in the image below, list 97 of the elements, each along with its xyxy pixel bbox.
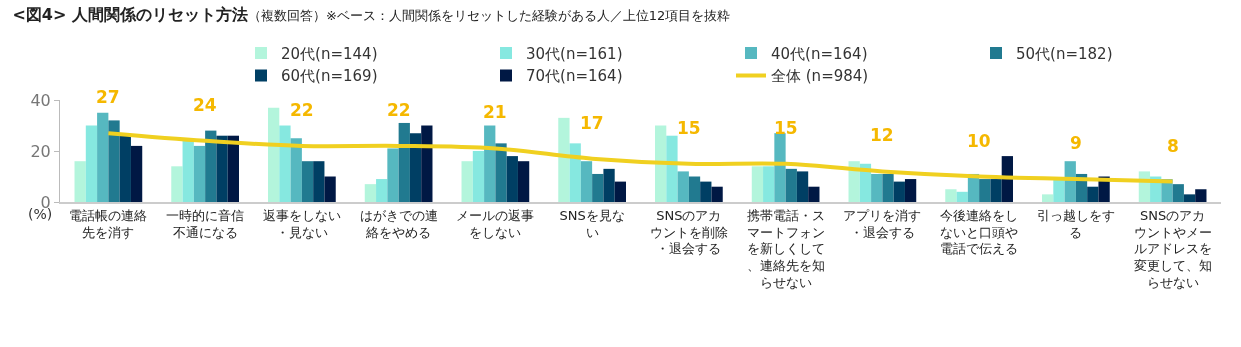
data-label: 15 [677,118,701,138]
data-label: 24 [193,95,217,115]
x-tick-label: 返事をしない・見ない [262,207,341,240]
legend-label: 20代(n=144) [281,44,378,63]
data-label: 22 [387,100,411,120]
legend-label: 40代(n=164) [771,44,868,63]
data-label: 22 [290,100,314,120]
x-tick-label: 引っ越しをする [1036,207,1115,240]
bar [409,133,422,202]
x-tick-label: 携帯電話・スマートフォンを新しくして、連絡先を知らせない [746,207,825,291]
bar [364,184,377,202]
bar [268,107,280,202]
bar [517,161,530,202]
bar [751,166,764,202]
data-label: 9 [1070,133,1082,153]
bar [216,135,228,202]
bar [603,168,615,202]
bar [484,125,496,202]
x-tick-label: メールの返事をしない [456,207,535,240]
bar [558,117,570,202]
x-tick-label: SNSのアカウントを削除・退会する [649,207,728,257]
legend-label: 70代(n=164) [526,67,623,86]
bar [990,179,1002,202]
bar [1053,179,1065,202]
bar [666,135,678,202]
bar [893,181,905,202]
bar [119,135,131,202]
bar [979,179,991,202]
chart-title: <図4> 人間関係のリセット方法 [12,4,248,24]
data-label: 15 [774,118,798,138]
bar [808,186,820,202]
x-tick-label: アプリを消す・退会する [843,207,922,240]
bar [1195,189,1207,202]
bar [614,181,626,202]
bar [1087,186,1099,202]
data-label: 8 [1167,136,1179,156]
bar [655,125,667,202]
bar [387,148,399,202]
bar [313,161,325,202]
bar [785,168,797,202]
data-label: 17 [580,113,604,133]
bar [290,138,302,202]
bar [130,145,143,202]
y-tick-label: 20 [30,141,51,161]
bar [171,166,183,202]
bar [882,173,894,202]
bar [97,112,109,202]
bar [376,179,388,202]
x-tick-label: SNSのアカウントやメールアドレスを変更して、知らせない [1133,207,1212,291]
bar [506,156,518,202]
bar [688,176,701,202]
bar [227,135,239,202]
bar [74,161,86,202]
legend-label: 50代(n=182) [1016,44,1113,63]
bar [1183,194,1196,202]
bar [677,171,689,202]
bar [472,151,485,202]
bar [774,133,786,202]
bar [182,140,194,202]
bar [324,176,336,202]
bar [956,191,968,202]
bar [763,166,775,202]
x-tick-label: 電話帳の連絡先を消す [69,207,148,240]
bar [904,179,917,202]
bar [711,186,723,202]
bar [495,143,507,202]
bar [461,161,473,202]
data-label: 12 [870,125,894,145]
x-tick-label: 今後連絡をしないと口頭や電話で伝える [940,207,1019,257]
bar [193,145,206,202]
x-tick-label: SNSを見ない [559,207,625,240]
bar [1172,184,1184,202]
bar [700,181,712,202]
x-tick-label: 一時的に音信不通になる [166,207,245,240]
bar [108,120,120,202]
legend-label: 30代(n=161) [526,44,623,63]
bar [85,125,98,202]
bar [871,173,883,202]
bar [592,173,604,202]
bar [569,143,581,202]
data-label: 27 [96,87,120,107]
y-tick-label: 40 [30,90,51,110]
x-tick-label: はがきでの連絡をやめる [359,207,438,240]
chart-subtitle: （複数回答）※ベース：人間関係をリセットした経験がある人／上位12項目を抜粋 [247,7,731,23]
bar [421,125,433,202]
bar [580,161,593,202]
bar [1042,194,1054,202]
data-label: 21 [483,102,507,122]
bar [301,161,314,202]
bar [279,125,291,202]
data-label: 10 [967,131,991,151]
bar [796,171,809,202]
legend-label: 60代(n=169) [281,67,378,86]
legend-label: 全体 (n=984) [771,67,869,86]
bar [398,122,410,202]
bar [945,189,957,202]
bar [205,130,217,202]
